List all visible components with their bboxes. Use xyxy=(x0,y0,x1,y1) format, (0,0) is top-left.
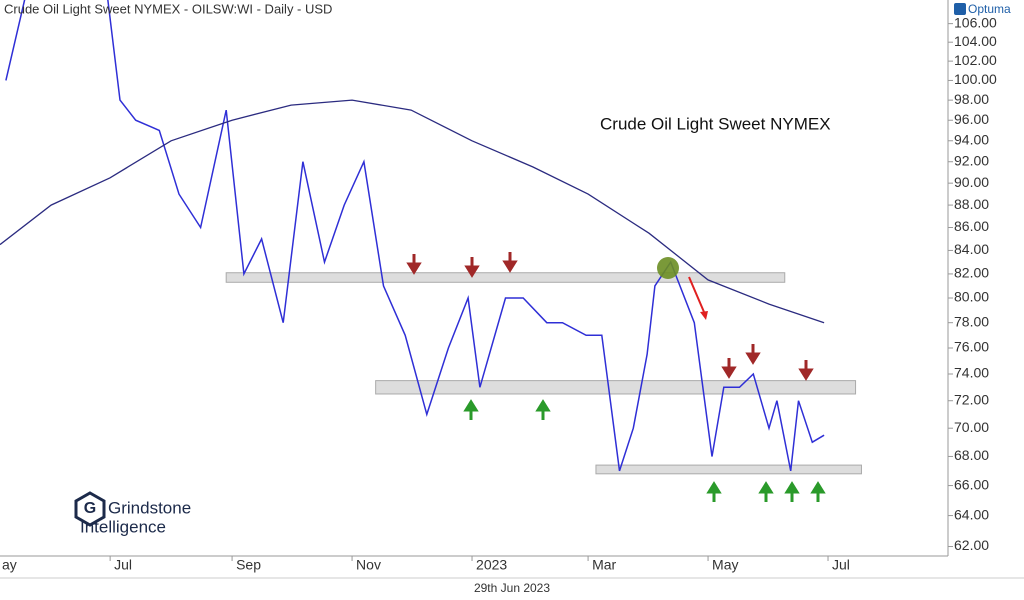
support-resistance-zone xyxy=(375,380,857,395)
down-arrow xyxy=(721,358,737,379)
brand: Optuma xyxy=(968,2,1011,16)
x-tick-label: ay xyxy=(2,557,17,573)
y-tick-label: 88.00 xyxy=(954,196,989,212)
x-tick-label: Jul xyxy=(114,557,132,573)
up-arrow xyxy=(535,399,551,420)
annotation: Crude Oil Light Sweet NYMEX xyxy=(600,114,831,133)
y-tick-label: 104.00 xyxy=(954,33,997,49)
up-arrow xyxy=(784,481,800,502)
down-arrow xyxy=(745,344,761,365)
logo: G Grindstone Intelligence xyxy=(74,491,191,536)
y-tick-label: 86.00 xyxy=(954,218,989,234)
x-tick-label: Jul xyxy=(832,557,850,573)
arrows xyxy=(406,252,826,502)
down-arrow xyxy=(798,360,814,381)
chart-title: Crude Oil Light Sweet NYMEX - OILSW:WI -… xyxy=(4,1,332,16)
brand-icon xyxy=(954,3,966,15)
y-tick-label: 70.00 xyxy=(954,419,989,435)
y-tick-label: 90.00 xyxy=(954,174,989,190)
x-tick-label: Sep xyxy=(236,557,261,573)
y-tick-label: 76.00 xyxy=(954,339,989,355)
down-arrow xyxy=(406,254,422,275)
y-tick-label: 78.00 xyxy=(954,313,989,329)
annotation-marks xyxy=(657,257,708,320)
y-tick-label: 64.00 xyxy=(954,506,989,522)
y-tick-label: 62.00 xyxy=(954,537,989,553)
highlight-circle xyxy=(657,257,679,279)
zones xyxy=(225,272,862,475)
y-tick-label: 66.00 xyxy=(954,476,989,492)
x-tick-label: Nov xyxy=(356,557,381,573)
y-tick-label: 102.00 xyxy=(954,52,997,68)
support-resistance-zone xyxy=(595,464,862,475)
moving-average xyxy=(0,99,825,324)
up-arrow xyxy=(706,481,722,502)
cursor-date: 29th Jun 2023 xyxy=(474,581,550,595)
up-arrow xyxy=(463,399,479,420)
x-tick-label: Mar xyxy=(592,557,616,573)
y-tick-label: 80.00 xyxy=(954,289,989,305)
y-tick-label: 100.00 xyxy=(954,71,997,87)
y-tick-label: 84.00 xyxy=(954,241,989,257)
logo-g: G xyxy=(84,500,96,517)
y-tick-label: 72.00 xyxy=(954,391,989,407)
y-tick-label: 94.00 xyxy=(954,131,989,147)
logo-word: Grindstone xyxy=(108,498,191,517)
lines xyxy=(0,0,825,472)
y-tick-label: 106.00 xyxy=(954,14,997,30)
logo-hex xyxy=(74,491,106,527)
up-arrow xyxy=(758,481,774,502)
up-arrow xyxy=(810,481,826,502)
y-tick-label: 92.00 xyxy=(954,152,989,168)
price-line xyxy=(5,0,825,472)
y-tick-label: 96.00 xyxy=(954,111,989,127)
y-tick-label: 82.00 xyxy=(954,265,989,281)
x-tick-label: 2023 xyxy=(476,557,507,573)
down-arrow xyxy=(502,252,518,273)
y-tick-label: 98.00 xyxy=(954,91,989,107)
red-arrow-head xyxy=(700,311,708,320)
y-tick-label: 74.00 xyxy=(954,365,989,381)
down-arrow xyxy=(464,257,480,278)
x-tick-label: May xyxy=(712,557,738,573)
y-tick-label: 68.00 xyxy=(954,447,989,463)
red-arrow xyxy=(688,276,705,313)
support-resistance-zone xyxy=(225,272,786,283)
logo-word: Intelligence xyxy=(80,517,166,536)
